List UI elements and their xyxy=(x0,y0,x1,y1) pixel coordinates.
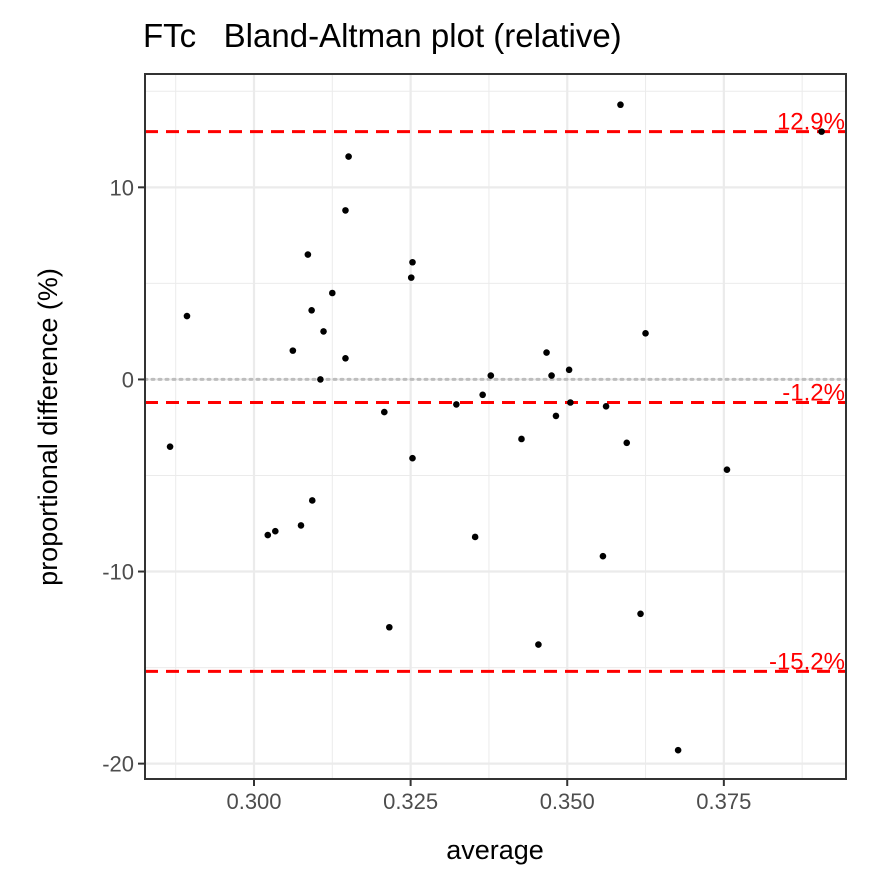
x-tick-label: 0.350 xyxy=(540,789,595,814)
x-tick-label: 0.300 xyxy=(226,789,281,814)
data-point xyxy=(471,533,479,541)
data-point xyxy=(453,401,460,408)
data-point xyxy=(409,258,416,266)
data-point xyxy=(479,391,486,399)
reference-line-label: 12.9% xyxy=(777,109,845,136)
data-point xyxy=(567,399,574,406)
data-point xyxy=(617,101,624,109)
y-tick-label: -10 xyxy=(102,560,134,585)
chart-title: FTc Bland-Altman plot (relative) xyxy=(143,17,622,54)
data-point xyxy=(329,289,336,297)
data-point xyxy=(264,531,272,539)
x-axis-ticks: 0.300 0.325 0.350 0.375 xyxy=(226,779,751,814)
data-point xyxy=(297,522,305,529)
data-point xyxy=(565,366,573,374)
reference-line-labels: 12.9% -1.2% -15.2% xyxy=(769,109,845,676)
grid xyxy=(145,74,846,779)
reference-line-label: -1.2% xyxy=(782,379,845,406)
reference-line-label: -15.2% xyxy=(769,648,845,675)
data-point xyxy=(409,454,416,462)
data-point xyxy=(342,207,349,214)
data-point xyxy=(166,443,174,450)
data-point xyxy=(543,349,550,356)
x-tick-label: 0.325 xyxy=(383,789,438,814)
data-point xyxy=(183,312,191,320)
data-point xyxy=(487,372,495,379)
data-point xyxy=(317,376,324,383)
data-points xyxy=(166,101,825,754)
data-point xyxy=(623,439,631,447)
y-axis-ticks: -20 -10 0 10 xyxy=(102,175,145,777)
data-point xyxy=(642,330,649,337)
data-point xyxy=(308,497,316,504)
y-tick-label: -20 xyxy=(102,752,134,777)
data-point xyxy=(552,412,560,420)
data-point xyxy=(320,328,327,335)
plot-panel-border xyxy=(144,73,847,780)
data-point xyxy=(818,128,825,135)
x-axis-title: average xyxy=(446,835,544,865)
data-point xyxy=(674,746,682,754)
data-point xyxy=(535,641,542,648)
data-point xyxy=(518,435,525,443)
y-axis-title: proportional difference (%) xyxy=(33,268,63,586)
data-point xyxy=(272,527,279,535)
y-tick-label: 0 xyxy=(122,367,134,392)
data-point xyxy=(381,408,388,416)
y-tick-label: 10 xyxy=(110,175,134,200)
data-point xyxy=(308,306,315,314)
data-point xyxy=(386,623,393,631)
data-point xyxy=(407,274,415,281)
data-point xyxy=(723,466,731,474)
data-point xyxy=(345,153,352,160)
data-point xyxy=(599,552,607,560)
data-point xyxy=(304,251,312,258)
data-point xyxy=(548,372,555,379)
data-point xyxy=(342,355,349,362)
data-point xyxy=(602,403,610,410)
data-point xyxy=(637,610,644,618)
x-tick-label: 0.375 xyxy=(696,789,751,814)
data-point xyxy=(289,347,297,354)
reference-lines xyxy=(145,130,846,673)
